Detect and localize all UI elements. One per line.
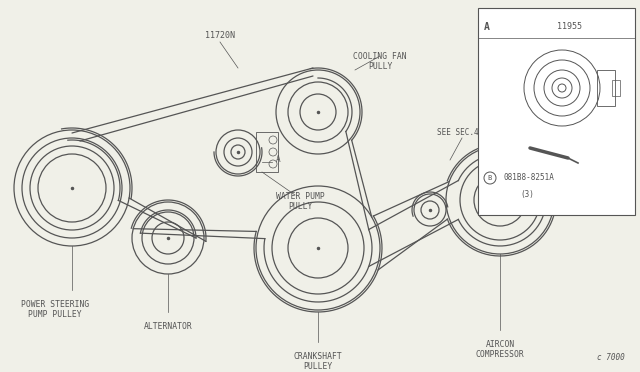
Text: SEE SEC.493: SEE SEC.493 xyxy=(436,128,488,137)
Bar xyxy=(478,8,635,215)
Bar xyxy=(256,132,278,172)
Bar xyxy=(597,70,615,106)
Text: 11720N: 11720N xyxy=(205,31,235,40)
Text: 11955: 11955 xyxy=(557,22,582,31)
Text: AIRCON
COMPRESSOR: AIRCON COMPRESSOR xyxy=(476,340,524,359)
Text: B: B xyxy=(488,175,492,181)
Text: 081B8-8251A: 081B8-8251A xyxy=(504,173,555,183)
Bar xyxy=(612,80,620,96)
Text: ALTERNATOR: ALTERNATOR xyxy=(143,322,193,331)
Text: POWER STEERING
PUMP PULLEY: POWER STEERING PUMP PULLEY xyxy=(21,300,89,320)
Text: COOLING FAN
PULLY: COOLING FAN PULLY xyxy=(353,52,407,71)
Text: A: A xyxy=(484,22,490,32)
Text: WATER PUMP
PULLY: WATER PUMP PULLY xyxy=(276,192,324,211)
Text: (3): (3) xyxy=(520,189,534,199)
Text: A: A xyxy=(276,155,280,164)
Text: CRANKSHAFT
PULLEY: CRANKSHAFT PULLEY xyxy=(294,352,342,371)
Text: c 7000: c 7000 xyxy=(597,353,625,362)
